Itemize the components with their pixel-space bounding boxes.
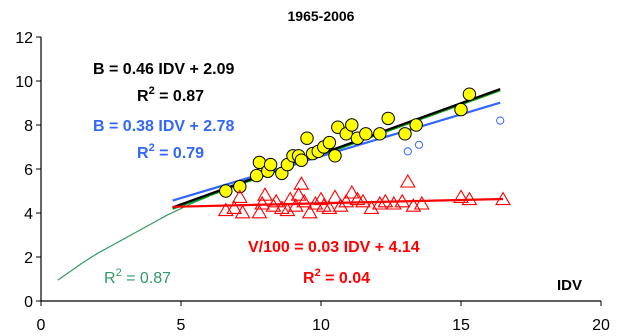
b-point: [398, 127, 412, 141]
x-tick-label: 0: [37, 317, 46, 334]
r2-green-value: = 0.87: [122, 270, 171, 287]
b-point: [359, 127, 373, 141]
y-tick-label: 0: [24, 294, 33, 311]
b-point: [219, 184, 233, 198]
b-point: [345, 118, 359, 132]
b-point: [328, 149, 342, 163]
v-point: [293, 176, 310, 190]
v-point: [394, 193, 411, 208]
r2-green-sup: 2: [116, 267, 122, 279]
b-point: [300, 131, 314, 145]
v-point: [495, 191, 511, 206]
r2-red-label: R2 = 0.04: [303, 267, 370, 287]
b-point: [263, 157, 278, 172]
v-point: [290, 187, 307, 201]
v-point: [321, 200, 338, 214]
v-point: [399, 173, 416, 188]
eq-black-label: B = 0.46 IDV + 2.09: [93, 61, 235, 78]
y-tick-label: 4: [24, 206, 33, 223]
r2-blue-value: = 0.79: [155, 145, 204, 162]
v-point: [363, 200, 380, 214]
eq-red-label: V/100 = 0.03 IDV + 4.14: [248, 239, 420, 256]
r2-blue-r: R: [137, 145, 149, 162]
b-point: [322, 135, 337, 150]
b-point: [381, 111, 395, 126]
v-point: [279, 202, 296, 217]
r2-black-r: R: [137, 88, 149, 105]
y-tick-label: 6: [24, 162, 33, 179]
v-point: [268, 193, 285, 208]
v-point: [234, 204, 251, 219]
data-marks: [217, 87, 511, 219]
v-point: [355, 193, 371, 208]
v-point: [327, 189, 343, 203]
v-point: [296, 193, 313, 208]
v-point: [226, 200, 243, 214]
v-point: [282, 191, 299, 206]
b-excluded-point: [414, 140, 424, 149]
x-tick-label: 20: [592, 317, 610, 334]
v-point: [254, 195, 271, 210]
v-point: [371, 195, 388, 210]
eq-blue-label: B = 0.38 IDV + 2.78: [93, 118, 235, 135]
green-fit-curve: [57, 195, 210, 281]
v-point: [343, 184, 360, 199]
v-point: [287, 198, 304, 212]
x-tick-label: 5: [177, 317, 186, 334]
b-point: [462, 87, 477, 101]
v-point: [413, 195, 430, 210]
y-tick-label: 10: [15, 74, 33, 91]
r2-red-r: R: [303, 270, 315, 287]
r2-black-sup: 2: [149, 85, 155, 97]
b-point: [373, 127, 387, 141]
r2-red-value: = 0.04: [321, 270, 370, 287]
r2-blue-sup: 2: [149, 142, 155, 154]
v-point: [453, 189, 469, 203]
y-tick-label: 8: [24, 118, 33, 135]
r2-red-sup: 2: [315, 267, 321, 279]
b-point: [249, 168, 264, 183]
v-point: [332, 198, 349, 212]
y-tick-label: 2: [24, 250, 33, 267]
v-point: [251, 204, 268, 219]
x-tick-label: 10: [312, 317, 330, 334]
chart-title: 1965-2006: [288, 8, 355, 24]
r2-black-value: = 0.87: [155, 88, 204, 105]
v-point: [301, 204, 318, 219]
v-point: [377, 193, 394, 208]
r2-green-label: R2 = 0.87: [104, 267, 171, 287]
r2-green-r: R: [104, 270, 116, 287]
ticks: 0 2 4 6 8 10 12 0 5 10 15 20: [15, 30, 610, 334]
r2-black-label: R2 = 0.87: [137, 85, 204, 105]
b-excluded-point: [403, 147, 412, 156]
v-point: [461, 191, 478, 206]
b-point: [454, 102, 468, 117]
b-point: [233, 179, 247, 194]
b-excluded-point: [496, 116, 505, 125]
x-tick-label: 15: [452, 317, 470, 334]
y-tick-label: 12: [15, 30, 33, 47]
v-point: [338, 193, 355, 208]
v-point: [231, 189, 248, 203]
v-point: [257, 187, 273, 201]
v-point: [307, 195, 324, 210]
b-point: [409, 118, 423, 132]
x-axis-label: IDV: [557, 277, 582, 294]
r2-blue-label: R2 = 0.79: [137, 142, 204, 162]
b-point: [294, 153, 309, 167]
